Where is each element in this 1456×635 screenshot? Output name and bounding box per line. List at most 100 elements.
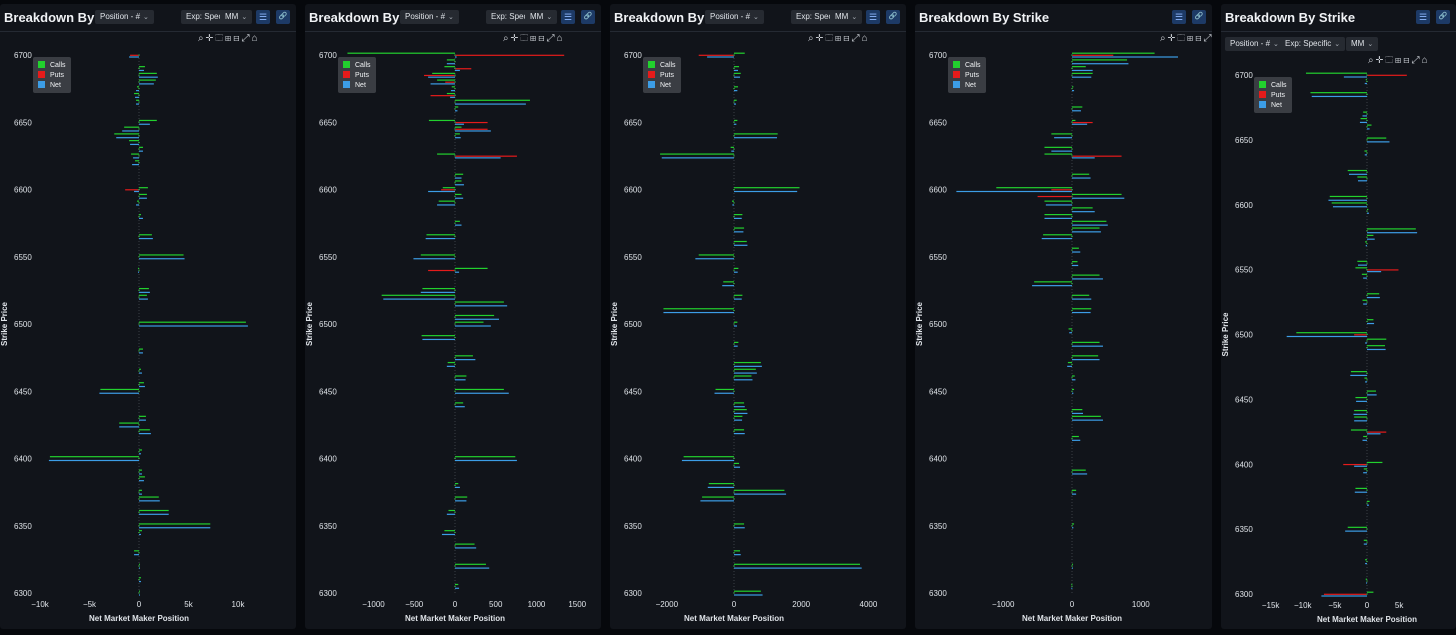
box-select-icon[interactable]: ⬚ xyxy=(1385,55,1395,66)
legend-item[interactable]: Net xyxy=(38,81,61,90)
plus-icon[interactable]: ⊞ xyxy=(224,33,234,44)
plus-icon[interactable]: ⊞ xyxy=(1394,55,1404,66)
link-icon[interactable]: 🔗 xyxy=(886,10,900,24)
plus-icon[interactable]: ⊞ xyxy=(529,33,539,44)
link-icon[interactable]: 🔗 xyxy=(276,10,290,24)
plus-icon[interactable]: ⊞ xyxy=(834,33,844,44)
legend-item[interactable]: Puts xyxy=(343,71,369,80)
mm-select[interactable]: MM ⌄ xyxy=(220,10,253,24)
position-select[interactable]: Position - # ⌄ xyxy=(705,10,764,24)
exp-select[interactable]: Exp: Specific⌄ xyxy=(1280,37,1346,51)
strike-marker xyxy=(1366,275,1368,277)
net-bar xyxy=(1362,439,1367,441)
legend-item[interactable]: Puts xyxy=(38,71,64,80)
net-bar xyxy=(1354,491,1367,493)
y-axis-title: Strike Price xyxy=(610,301,619,346)
box-select-icon[interactable]: ⬚ xyxy=(520,33,530,44)
box-select-icon[interactable]: ⬚ xyxy=(1177,33,1187,44)
link-icon[interactable]: 🔗 xyxy=(1192,10,1206,24)
minus-icon[interactable]: ⊟ xyxy=(538,33,547,44)
position-select[interactable]: Position - # ⌄ xyxy=(400,10,459,24)
pan-icon[interactable]: ✛ xyxy=(205,33,216,44)
box-select-icon[interactable]: ⬚ xyxy=(215,33,225,44)
legend-item[interactable]: Calls xyxy=(343,61,371,70)
position-select[interactable]: Position - # ⌄ xyxy=(95,10,154,24)
zoom-in-icon[interactable]: ⌕ xyxy=(503,33,511,44)
link-icon[interactable]: 🔗 xyxy=(581,10,595,24)
legend-item[interactable]: Calls xyxy=(648,61,676,70)
puts-bar xyxy=(441,189,455,191)
zoom-in-icon[interactable]: ⌕ xyxy=(808,33,816,44)
strike-marker xyxy=(454,565,456,567)
legend-item[interactable]: Calls xyxy=(38,61,66,70)
list-icon[interactable]: ☰ xyxy=(1172,10,1186,24)
legend-swatch xyxy=(648,61,655,68)
x-tick-label: −15k xyxy=(1262,601,1281,610)
home-icon[interactable]: ⌂ xyxy=(251,33,260,44)
pan-icon[interactable]: ✛ xyxy=(1375,55,1386,66)
mm-select[interactable]: MM ⌄ xyxy=(1346,37,1379,51)
calls-bar xyxy=(455,267,488,269)
legend-item[interactable]: Net xyxy=(953,81,976,90)
net-bar xyxy=(1350,374,1367,377)
minus-icon[interactable]: ⊟ xyxy=(843,33,852,44)
position-select[interactable]: Position - # ⌄ xyxy=(1225,37,1284,51)
calls-bar xyxy=(1354,409,1367,412)
home-icon[interactable]: ⌂ xyxy=(556,33,565,44)
minus-icon[interactable]: ⊟ xyxy=(1403,55,1412,66)
autoscale-icon[interactable]: ⤢ xyxy=(851,33,862,44)
minus-icon[interactable]: ⊟ xyxy=(233,33,242,44)
calls-bar xyxy=(455,563,486,565)
mm-select[interactable]: MM ⌄ xyxy=(525,10,558,24)
legend-item[interactable]: Calls xyxy=(1259,81,1287,90)
box-select-icon[interactable]: ⬚ xyxy=(825,33,835,44)
calls-bar xyxy=(455,355,473,357)
link-icon[interactable]: 🔗 xyxy=(1436,10,1450,24)
pan-icon[interactable]: ✛ xyxy=(815,33,826,44)
strike-marker xyxy=(454,357,456,359)
calls-bar xyxy=(139,449,142,451)
strike-marker xyxy=(138,135,140,137)
list-icon[interactable]: ☰ xyxy=(561,10,575,24)
list-icon[interactable]: ☰ xyxy=(866,10,880,24)
legend-item[interactable]: Net xyxy=(343,81,366,90)
calls-bar xyxy=(426,234,455,236)
pan-icon[interactable]: ✛ xyxy=(1167,33,1178,44)
legend-item[interactable]: Puts xyxy=(1259,91,1285,100)
legend-item[interactable]: Net xyxy=(1259,101,1282,110)
list-icon[interactable]: ☰ xyxy=(1416,10,1430,24)
net-bar xyxy=(139,150,143,152)
list-icon[interactable]: ☰ xyxy=(256,10,270,24)
puts-bar xyxy=(698,54,734,56)
zoom-in-icon[interactable]: ⌕ xyxy=(1368,55,1376,66)
autoscale-icon[interactable]: ⤢ xyxy=(546,33,557,44)
autoscale-icon[interactable]: ⤢ xyxy=(1411,55,1422,66)
net-bar xyxy=(734,217,742,219)
legend-item[interactable]: Puts xyxy=(953,71,979,80)
autoscale-icon[interactable]: ⤢ xyxy=(241,33,252,44)
home-icon[interactable]: ⌂ xyxy=(1421,55,1430,66)
strike-marker xyxy=(1071,195,1073,197)
legend-item[interactable]: Puts xyxy=(648,71,674,80)
net-bar xyxy=(139,433,151,435)
pan-icon[interactable]: ✛ xyxy=(510,33,521,44)
net-bar xyxy=(455,500,467,502)
zoom-in-icon[interactable]: ⌕ xyxy=(198,33,206,44)
plus-icon[interactable]: ⊞ xyxy=(1186,33,1196,44)
net-bar xyxy=(134,190,139,193)
mm-select[interactable]: MM ⌄ xyxy=(830,10,863,24)
home-icon[interactable]: ⌂ xyxy=(861,33,870,44)
strike-marker xyxy=(138,236,140,238)
strike-marker xyxy=(1071,88,1073,90)
net-bar xyxy=(695,258,734,260)
strike-marker xyxy=(1366,269,1368,271)
legend-item[interactable]: Net xyxy=(648,81,671,90)
zoom-in-icon[interactable]: ⌕ xyxy=(1160,33,1168,44)
calls-bar xyxy=(1367,345,1385,347)
calls-bar xyxy=(444,66,455,68)
chevron-down-icon: ⌄ xyxy=(851,14,858,21)
legend-item[interactable]: Calls xyxy=(953,61,981,70)
autoscale-icon[interactable]: ⤢ xyxy=(1203,33,1212,44)
minus-icon[interactable]: ⊟ xyxy=(1195,33,1204,44)
calls-bar xyxy=(1044,214,1072,216)
